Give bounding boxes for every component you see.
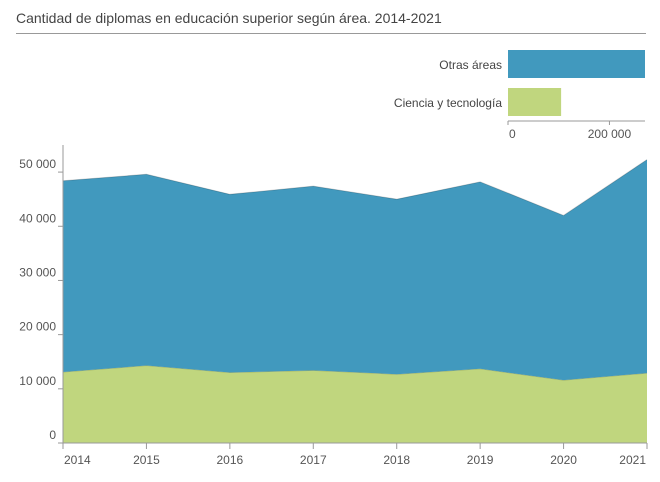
- x-tick-label: 2020: [550, 453, 577, 467]
- y-tick-label: 20 000: [19, 320, 56, 334]
- legend-label-ciencia-y-tecnologia: Ciencia y tecnología: [394, 96, 502, 110]
- legend-bar-otras-areas: [508, 50, 645, 78]
- chart-title: Cantidad de diplomas en educación superi…: [16, 10, 442, 26]
- y-tick-label: 50 000: [19, 157, 56, 171]
- area-edge-otras-areas: [62, 159, 648, 217]
- area-otras-areas: [63, 159, 647, 381]
- y-tick-label: 30 000: [19, 265, 56, 279]
- legend-axis-tick-label: 0: [509, 127, 516, 141]
- x-tick-label: 2016: [217, 453, 244, 467]
- x-tick-label: 2017: [300, 453, 327, 467]
- y-tick-label: 40 000: [19, 211, 56, 225]
- area-ciencia-y-tecnologia: [63, 365, 647, 443]
- y-tick-label: 10 000: [19, 374, 56, 388]
- area-edge-ciencia-y-tecnologia: [62, 365, 648, 381]
- x-tick-label: 2014: [64, 453, 91, 467]
- x-tick-label: 2015: [133, 453, 160, 467]
- legend-axis-tick-label: 200 000: [588, 127, 632, 141]
- x-tick-label: 2019: [467, 453, 494, 467]
- x-tick-label: 2018: [383, 453, 410, 467]
- legend-label-otras-areas: Otras áreas: [439, 58, 502, 72]
- x-tick-label: 2021: [619, 453, 646, 467]
- y-tick-label: 0: [49, 428, 56, 442]
- title-divider: [16, 33, 646, 34]
- legend-bar-ciencia-y-tecnologia: [508, 88, 562, 116]
